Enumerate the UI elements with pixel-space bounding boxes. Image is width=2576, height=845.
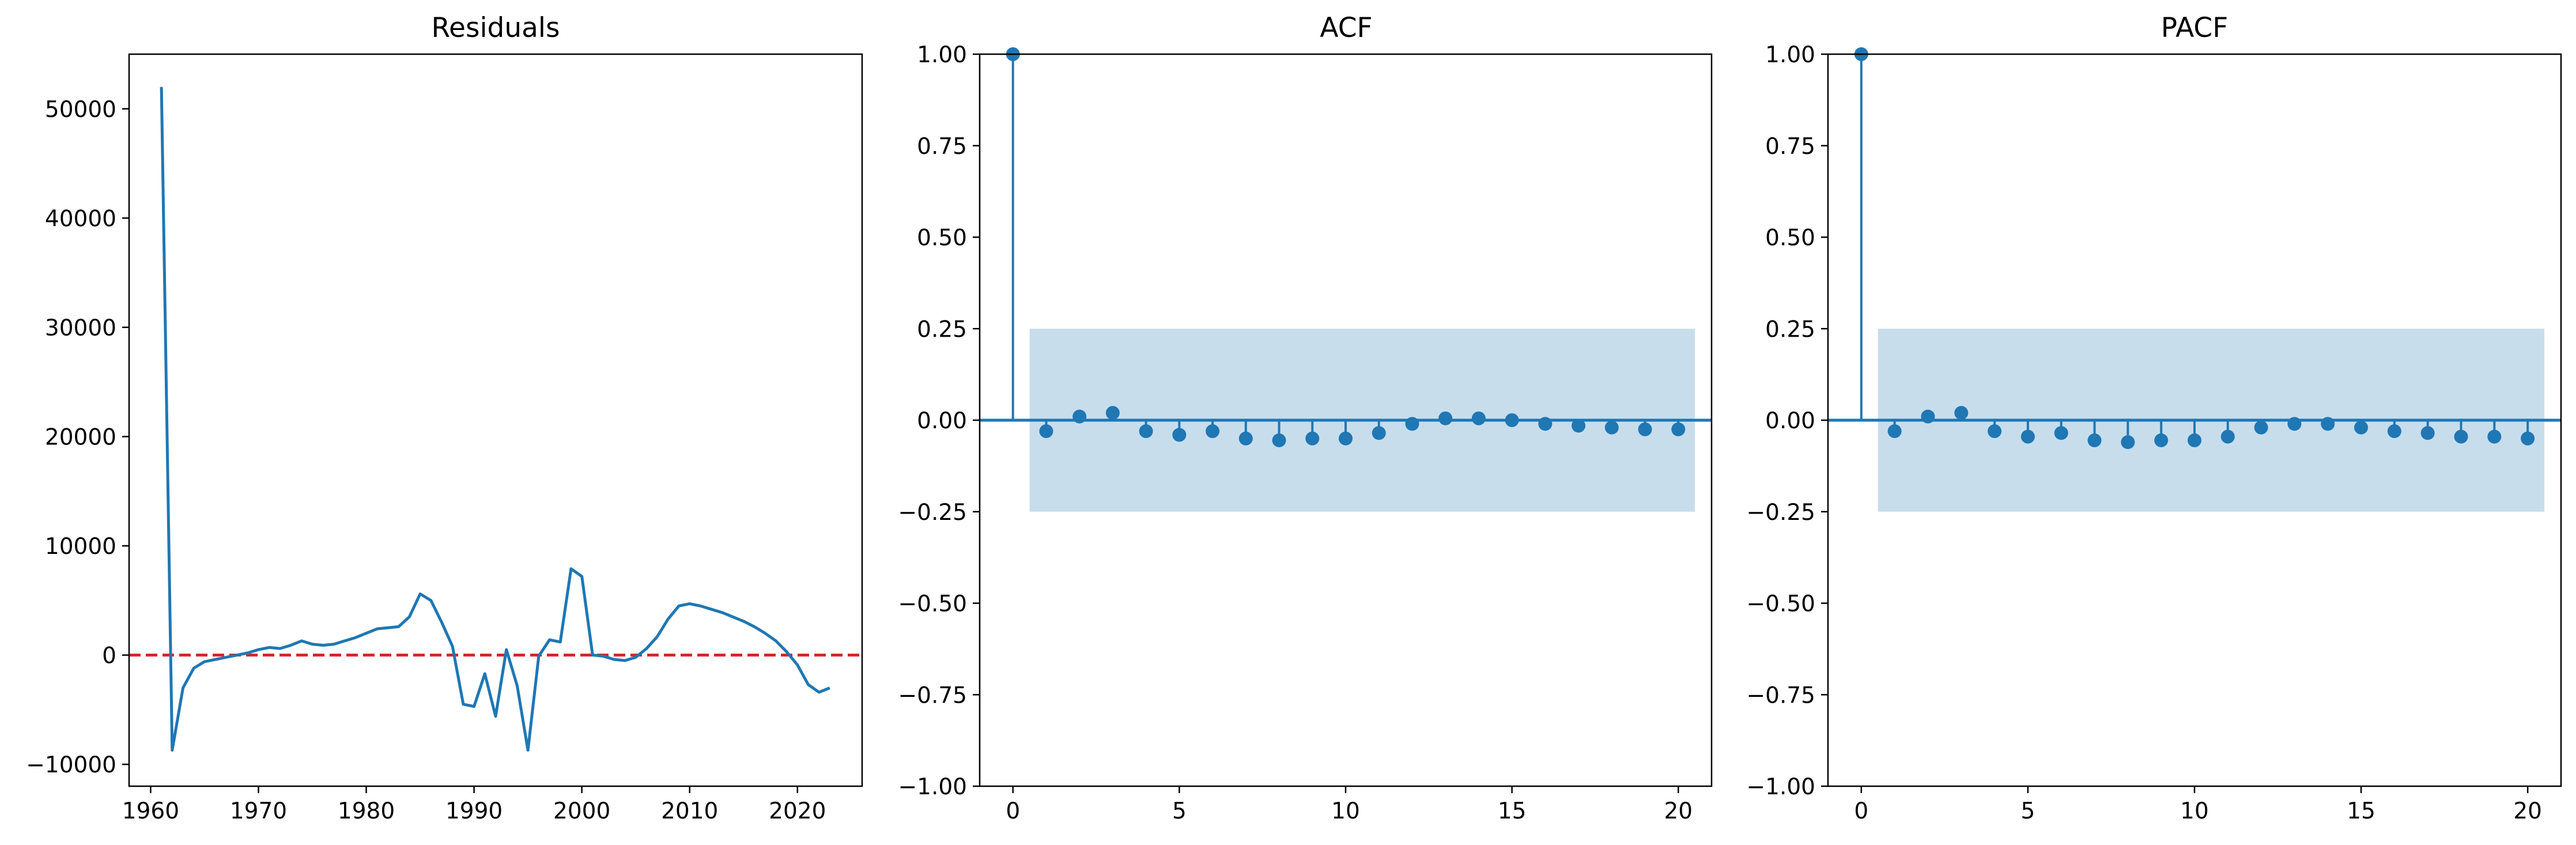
- stem-marker: [1988, 424, 2002, 439]
- stem-marker: [1638, 422, 1652, 436]
- stem-marker: [2487, 429, 2502, 444]
- stem-marker: [1887, 424, 1902, 439]
- y-tick-label: 1.00: [917, 42, 967, 68]
- y-tick-label: −0.75: [1746, 682, 1815, 708]
- residuals-panel: Residuals 1960 1970 1980 1990 2000 2010 2020 −1…: [26, 12, 863, 824]
- y-tick-label: 50000: [45, 97, 116, 123]
- x-tick-label: 5: [1172, 798, 1187, 824]
- y-tick-label: −0.75: [898, 682, 967, 708]
- y-tick-label: 30000: [45, 315, 116, 341]
- axes-frame: [1827, 53, 2562, 787]
- stem-marker: [2321, 417, 2335, 431]
- stem-marker: [1105, 406, 1120, 420]
- stem-marker: [1438, 411, 1453, 425]
- x-tick-label: 1980: [338, 798, 395, 824]
- y-tick-label: −0.50: [898, 591, 967, 617]
- x-tick-label: 2000: [553, 798, 610, 824]
- stem-marker: [1538, 417, 1553, 431]
- residuals-series-line: [160, 86, 830, 752]
- stem-marker: [1604, 420, 1619, 435]
- y-tick-label: 0.00: [917, 408, 967, 434]
- x-tick-label: 0: [1006, 798, 1020, 824]
- stem-marker: [1505, 413, 1519, 427]
- stem-marker: [2054, 426, 2068, 440]
- chart-title: Residuals: [432, 12, 560, 44]
- x-tick-label: 20: [1664, 798, 1693, 824]
- y-tick-label: 0.75: [917, 134, 967, 160]
- chart-title: PACF: [2161, 12, 2228, 44]
- x-tick-label: 0: [1854, 798, 1868, 824]
- pacf-panel: PACF 0 5 10 15 20 −1.00 −0.75 −0.50 −0.25 0.00 0.2…: [1746, 12, 2562, 824]
- stem-marker: [1921, 409, 1935, 424]
- stem-marker: [2188, 433, 2201, 447]
- stem-marker: [2420, 426, 2435, 440]
- x-tick-label: 1990: [445, 798, 503, 824]
- stem-marker: [1471, 411, 1486, 425]
- stem-marker: [1039, 424, 1053, 439]
- y-tick-label: −1.00: [898, 774, 967, 800]
- x-tick-label: 15: [2347, 798, 2375, 824]
- y-tick-label: −1.00: [1746, 774, 1815, 800]
- x-tick-label: 1970: [230, 798, 287, 824]
- stem-marker: [2521, 431, 2535, 446]
- y-tick-label: 0: [102, 643, 116, 669]
- stem-marker: [1172, 428, 1187, 442]
- stem-marker: [1238, 431, 1253, 446]
- y-tick-label: −10000: [26, 752, 116, 778]
- stem-marker: [1671, 422, 1686, 436]
- x-tick-label: 15: [1498, 798, 1527, 824]
- stem-marker: [2121, 435, 2135, 450]
- x-tick-label: 5: [2020, 798, 2035, 824]
- y-tick-label: −0.50: [1746, 591, 1815, 617]
- stem-marker: [2454, 429, 2468, 444]
- y-tick-label: 20000: [45, 424, 116, 450]
- stem-marker: [2154, 433, 2169, 447]
- stem-marker: [1954, 406, 1969, 420]
- x-tick-label: 2020: [769, 798, 826, 824]
- y-tick-label: 10000: [45, 534, 116, 560]
- stem-marker: [1272, 433, 1286, 447]
- y-tick-label: 0.75: [1765, 134, 1815, 160]
- stem-marker: [2387, 424, 2401, 439]
- stem-marker: [2020, 429, 2035, 444]
- stem-marker: [1405, 417, 1419, 431]
- y-tick-label: 40000: [45, 206, 116, 232]
- y-tick-label: 0.50: [1765, 225, 1815, 251]
- x-tick-label: 10: [2180, 798, 2209, 824]
- y-tick-label: 0.25: [917, 316, 967, 342]
- stem-marker: [2087, 433, 2102, 447]
- x-tick-label: 10: [1331, 798, 1360, 824]
- stem-marker: [1305, 431, 1320, 446]
- stem-marker: [1339, 431, 1353, 446]
- y-tick-label: 0.50: [917, 225, 967, 251]
- y-tick-label: −0.25: [1746, 500, 1815, 526]
- stem-marker: [1372, 426, 1386, 440]
- stem-marker: [1072, 409, 1087, 424]
- axes-frame: [128, 53, 863, 787]
- chart-title: ACF: [1320, 12, 1372, 44]
- stem-marker: [1572, 418, 1586, 433]
- x-tick-label: 20: [2513, 798, 2542, 824]
- stem-marker: [1206, 424, 1220, 439]
- y-tick-label: −0.25: [898, 500, 967, 526]
- stem-marker: [1139, 424, 1153, 439]
- stem-marker: [2354, 420, 2369, 435]
- stem-marker: [2254, 420, 2268, 435]
- y-tick-label: 0.00: [1765, 408, 1815, 434]
- x-tick-label: 2010: [661, 798, 718, 824]
- stem-marker: [2220, 429, 2235, 444]
- stem-marker: [2287, 417, 2302, 431]
- y-tick-label: 1.00: [1765, 42, 1815, 68]
- x-tick-label: 1960: [122, 798, 179, 824]
- axes-frame: [979, 53, 1713, 787]
- y-tick-label: 0.25: [1765, 316, 1815, 342]
- acf-panel: ACF 0 5 10 15 20 −1.00 −0.75 −0.50 −0.25 0.00 0.25…: [898, 12, 1713, 824]
